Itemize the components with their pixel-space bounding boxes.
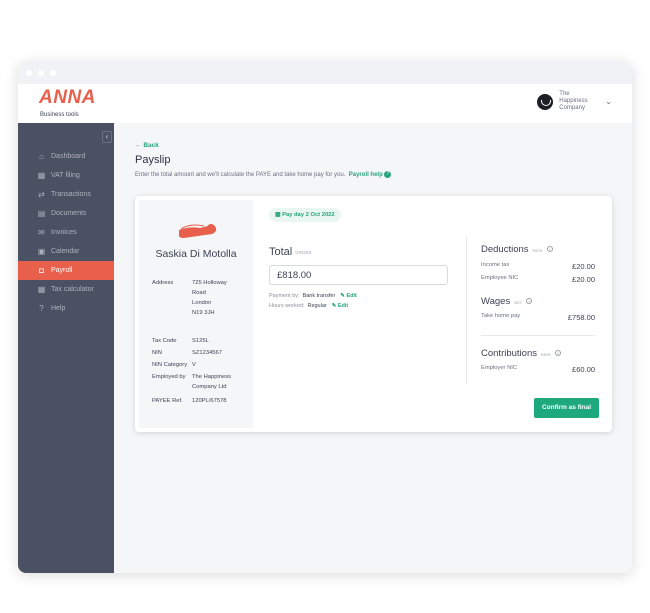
contributions-heading: Contributions PAYE? <box>481 348 562 359</box>
edit-hours-link[interactable]: ✎ Edit <box>331 303 349 309</box>
help-icon[interactable]: ? <box>555 350 562 357</box>
collapse-sidebar-button[interactable]: ‹ <box>102 131 112 143</box>
sidebar-item-documents[interactable]: ▤ Documents <box>18 204 114 223</box>
sidebar-item-label: Documents <box>51 210 87 217</box>
sidebar: ‹ ⌂ Dashboard ▦ VAT filing ⇄ Transactions ▤ Doc… <box>18 123 114 573</box>
header: ANNA Business tools The Happiness Compan… <box>18 84 632 123</box>
sidebar-item-label: Transactions <box>51 191 91 198</box>
main-content: ← Back Payslip Enter the total amount an… <box>114 123 632 573</box>
payslip-card: Saskia Di Motolla Address 725 Holloway Ro… <box>135 196 612 432</box>
divider <box>481 335 595 336</box>
pay-day-badge: ▦ Pay day 2 Oct 2022 <box>269 208 341 222</box>
wallet-icon: ◘ <box>39 266 44 275</box>
field-label: PAYEE Ref. <box>152 398 183 404</box>
transactions-icon: ⇄ <box>38 190 45 199</box>
wages-heading: Wages NET? <box>481 296 533 307</box>
document-icon: ▤ <box>37 209 46 218</box>
field-value: V <box>192 362 196 368</box>
employee-illustration <box>178 224 217 238</box>
edit-payment-link[interactable]: ✎ Edit <box>340 293 357 299</box>
sidebar-item-label: Dashboard <box>51 153 86 160</box>
summary-row: Employee NIC £20.00 <box>481 275 595 284</box>
employee-field: NIN SZ1234567 <box>152 348 244 358</box>
employee-field: Employed by The Happiness Company Ltd <box>152 372 244 392</box>
employee-panel: Saskia Di Motolla Address 725 Holloway Ro… <box>139 200 253 428</box>
sidebar-item-label: Calendar <box>51 248 80 255</box>
chevron-down-icon[interactable]: ⌄ <box>605 97 612 106</box>
sidebar-item-calendar[interactable]: ▣ Calendar <box>18 242 114 261</box>
invoice-icon: ✉ <box>38 228 45 237</box>
deductions-heading: Deductions PAYE? <box>481 244 553 255</box>
app-window: ANNA Business tools The Happiness Compan… <box>18 62 632 573</box>
sidebar-item-tax-calculator[interactable]: ▦ Tax calculator <box>18 280 114 299</box>
total-label: Total GROSS <box>269 246 312 258</box>
field-value: S125L <box>192 338 209 344</box>
summary-row: Employer NIC £60.00 <box>481 365 595 374</box>
summary-row: Take home pay £758.00 <box>481 313 595 322</box>
employee-field: PAYEE Ref. 120PL/67578 <box>152 396 244 406</box>
home-icon: ⌂ <box>39 152 44 161</box>
total-amount-input[interactable]: £818.00 <box>269 265 448 285</box>
field-label: Address <box>152 280 174 286</box>
divider <box>466 236 467 384</box>
field-label: NIN Category <box>152 362 188 368</box>
logo[interactable]: ANNA <box>39 87 96 108</box>
sidebar-item-invoices[interactable]: ✉ Invoices <box>18 223 114 242</box>
sidebar-item-transactions[interactable]: ⇄ Transactions <box>18 185 114 204</box>
payroll-help-link[interactable]: Payroll help <box>348 172 383 179</box>
page-title: Payslip <box>135 154 171 166</box>
payment-method: Payment by: Bank transfer ✎ Edit <box>269 293 357 299</box>
help-icon[interactable]: ? <box>526 298 533 305</box>
employee-field: Address 725 Holloway Road London N19 3JH <box>152 278 244 318</box>
calculator-icon: ▦ <box>37 171 46 180</box>
company-name: The Happiness Company <box>559 91 588 111</box>
field-label: NIN <box>152 350 162 356</box>
employee-field: NIN Category V <box>152 360 244 370</box>
back-link[interactable]: ← Back <box>135 142 159 149</box>
summary-row: Income tax £20.00 <box>481 262 595 271</box>
sidebar-item-help[interactable]: ? Help <box>18 299 114 318</box>
field-value: SZ1234567 <box>192 350 222 356</box>
help-icon: ? <box>39 304 44 313</box>
sidebar-item-label: Help <box>51 305 66 312</box>
title-bar <box>18 62 632 84</box>
field-value: The Happiness Company Ltd <box>192 374 231 390</box>
field-label: Employed by <box>152 374 186 380</box>
sidebar-item-label: VAT filing <box>51 172 80 179</box>
employee-name: Saskia Di Motolla <box>155 248 237 260</box>
field-value: 120PL/67578 <box>192 398 227 404</box>
sidebar-item-payroll[interactable]: ◘ Payroll <box>18 261 114 280</box>
employee-field: Tax Code S125L <box>152 336 244 346</box>
help-icon[interactable]: ? <box>546 246 553 253</box>
account-switcher[interactable]: The Happiness Company ⌄ <box>537 91 612 112</box>
confirm-as-final-button[interactable]: Confirm as final <box>534 398 599 418</box>
logo-tagline: Business tools <box>40 112 79 118</box>
sidebar-item-label: Payroll <box>51 267 73 274</box>
company-avatar <box>537 93 554 110</box>
field-value: 725 Holloway Road London N19 3JH <box>192 280 227 316</box>
calculator-icon: ▦ <box>37 285 46 294</box>
page-subtitle: Enter the total amount and we'll calcula… <box>135 171 392 179</box>
sidebar-item-vat-filing[interactable]: ▦ VAT filing <box>18 166 114 185</box>
calendar-icon: ▣ <box>37 247 46 256</box>
hours-worked: Hours worked: Regular ✎ Edit <box>269 303 349 309</box>
field-label: Tax Code <box>152 338 177 344</box>
sidebar-item-label: Tax calculator <box>51 286 94 293</box>
sidebar-item-dashboard[interactable]: ⌂ Dashboard <box>18 147 114 166</box>
help-icon[interactable]: ? <box>384 171 392 178</box>
sidebar-item-label: Invoices <box>51 229 77 236</box>
